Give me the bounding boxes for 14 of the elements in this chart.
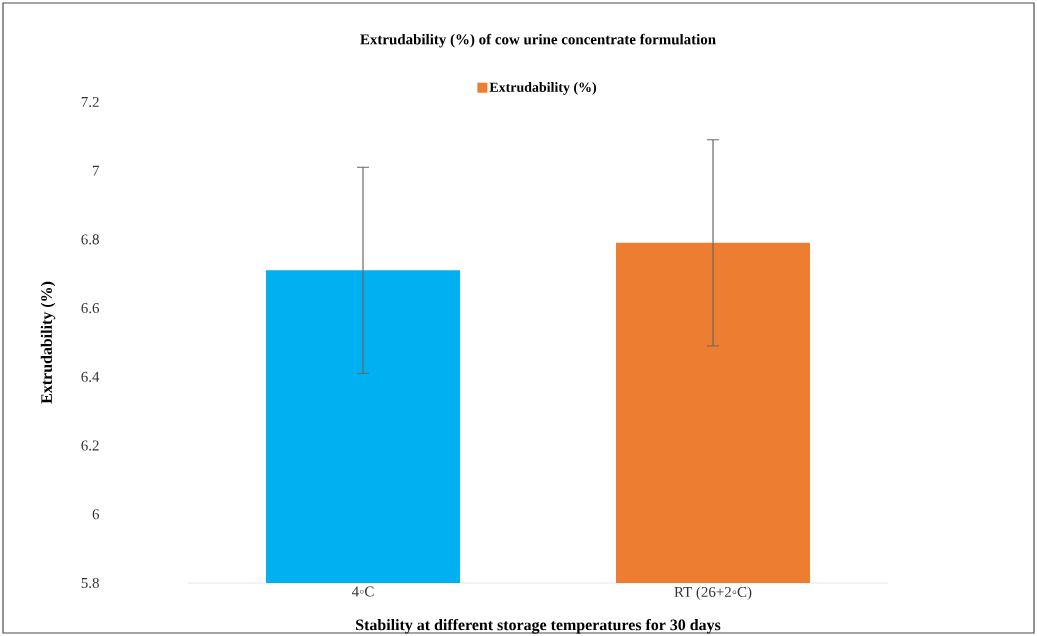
x-tick-label: RT (26+2◦C) — [674, 586, 752, 601]
y-tick-label: 7 — [93, 165, 100, 176]
y-axis-title: Extrudability (%) — [40, 281, 56, 404]
y-tick-label: 6.2 — [81, 440, 99, 451]
y-tick-label: 6.6 — [81, 303, 100, 314]
x-tick-label: 4◦C — [351, 586, 374, 597]
y-tick-label: 6.4 — [81, 371, 100, 382]
chart-title: Extrudability (%) of cow urine concentrate formulation — [360, 33, 716, 48]
y-tick-label: 7.2 — [81, 96, 99, 108]
y-tick-label: 6 — [92, 509, 100, 520]
x-axis-title: Stability at different storage temperatures for 30 days — [356, 618, 721, 634]
y-tick-label: 5.8 — [81, 577, 99, 589]
y-tick-label: 6.8 — [81, 234, 99, 245]
legend-label: Extrudability (%) — [489, 82, 597, 95]
